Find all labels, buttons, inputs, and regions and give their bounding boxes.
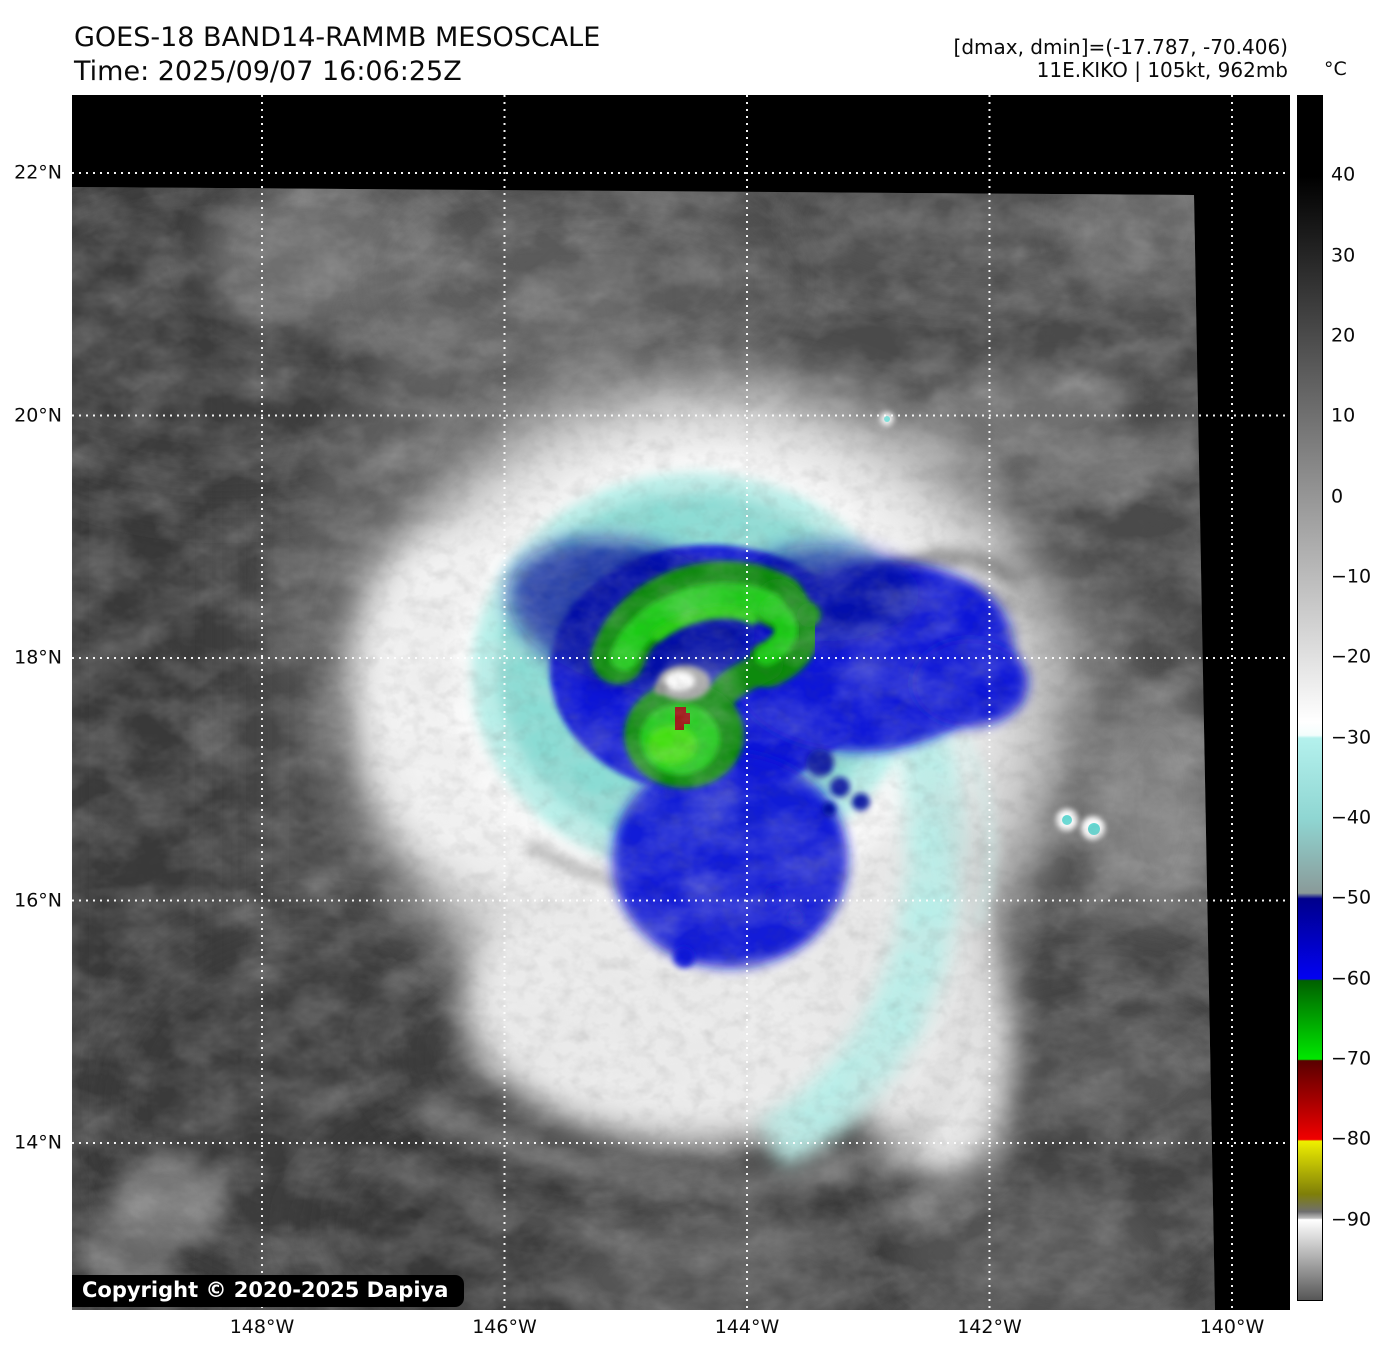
colorbar-tick-label: 40 <box>1331 163 1356 186</box>
colorbar-tick-label: 0 <box>1331 485 1344 508</box>
colorbar-tick-label: 20 <box>1331 324 1356 347</box>
dmax-dmin-label: [dmax, dmin]=(-17.787, -70.406) <box>953 35 1288 59</box>
longitude-label: 144°W <box>714 1316 780 1338</box>
colorbar-gradient <box>1298 96 1322 1300</box>
colorbar-tick-label: −70 <box>1331 1047 1372 1070</box>
longitude-label: 148°W <box>229 1316 295 1338</box>
colorbar-tick-label: −30 <box>1331 726 1372 749</box>
colorbar-tick-label: 30 <box>1331 244 1356 267</box>
colorbar-tick-label: −60 <box>1331 967 1372 990</box>
colorbar-tick-label: −90 <box>1331 1208 1372 1231</box>
colorbar-tick-label: −50 <box>1331 886 1372 909</box>
longitude-label: 146°W <box>472 1316 537 1338</box>
data-region <box>72 187 1215 1310</box>
satellite-image <box>72 95 1290 1310</box>
colorbar-tick-label: −80 <box>1331 1127 1372 1150</box>
latitude-label: 22°N <box>14 161 62 184</box>
copyright-badge: Copyright © 2020-2025 Dapiya <box>72 1275 465 1307</box>
timestamp-label: Time: 2025/09/07 16:06:25Z <box>74 56 462 87</box>
longitude-label: 140°W <box>1199 1316 1265 1338</box>
colorbar-tick-label: 10 <box>1331 404 1356 427</box>
storm-info-label: 11E.KIKO | 105kt, 962mb <box>1036 58 1288 82</box>
satellite-map: Copyright © 2020-2025 Dapiya <box>72 95 1290 1310</box>
longitude-label: 142°W <box>957 1316 1022 1338</box>
page-title: GOES-18 BAND14-RAMMB MESOSCALE <box>74 22 601 53</box>
colorbar-tick-label: −20 <box>1331 645 1372 668</box>
latitude-label: 20°N <box>14 404 62 427</box>
latitude-label: 16°N <box>14 889 62 912</box>
graticule-gridlines <box>72 95 1290 1310</box>
colorbar-tick-label: −40 <box>1331 806 1372 829</box>
colorbar-unit-label: °C <box>1324 58 1347 80</box>
latitude-label: 18°N <box>14 646 62 669</box>
colorbar-tick-label: −10 <box>1331 565 1372 588</box>
colorbar <box>1297 95 1323 1301</box>
info-block: [dmax, dmin]=(-17.787, -70.406) 11E.KIKO… <box>954 36 1288 82</box>
latitude-label: 14°N <box>14 1131 62 1154</box>
